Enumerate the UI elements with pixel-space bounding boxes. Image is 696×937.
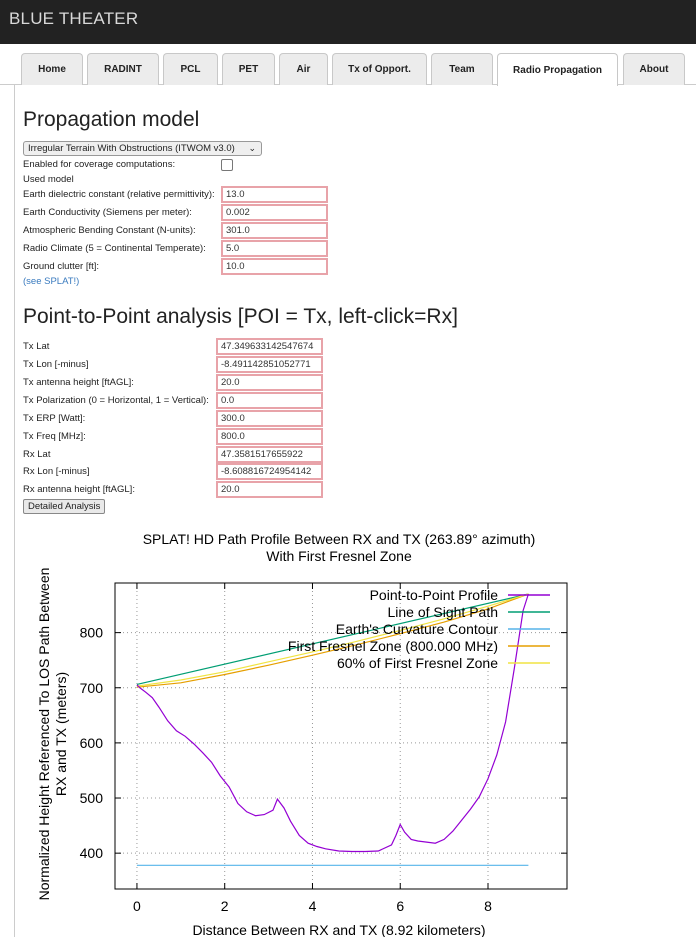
chart-lines [136,593,529,866]
y-tick-label: 800 [80,625,104,641]
rx-lon-input[interactable] [216,463,323,480]
tab-pcl[interactable]: PCL [163,53,218,85]
tab-radio-propagation[interactable]: Radio Propagation [497,53,618,86]
detailed-analysis-button[interactable]: Detailed Analysis [23,499,106,514]
series-line-1 [136,593,529,685]
y-tick-label: 700 [80,680,104,696]
x-tick-label: 8 [484,898,492,914]
bending-input[interactable] [221,222,328,239]
x-tick-label: 0 [133,898,141,914]
conductivity-input[interactable] [221,204,328,221]
rx-lat-label: Rx Lat [23,449,51,460]
chart-title: SPLAT! HD Path Profile Between RX and TX… [143,531,536,547]
y-tick-label: 400 [80,845,104,861]
legend-label: 60% of First Fresnel Zone [337,655,498,671]
used-model-label: Used model [23,174,74,185]
dielectric-label: Earth dielectric constant (relative perm… [23,189,215,200]
rx-lon-label: Rx Lon [-minus] [23,466,90,477]
conductivity-label: Earth Conductivity (Siemens per meter): [23,207,192,218]
series-line-3 [136,593,529,688]
tab-tx-of-opport[interactable]: Tx of Opport. [332,53,427,85]
coverage-label: Enabled for coverage computations: [23,159,176,170]
chart-grid [115,583,567,889]
tx-erp-input[interactable] [216,410,323,427]
y-axis-label-line1: Normalized Height Referenced To LOS Path… [36,568,52,901]
chart-ticks: 0 2 4 6 8 400 500 600 700 800 [80,583,567,914]
series-line-4 [136,593,529,687]
tx-freq-input[interactable] [216,428,323,445]
main-tab-bar: Home RADINT PCL PET Air Tx of Opport. Te… [0,44,696,86]
chevron-down-icon: ⌄ [248,143,256,153]
tx-polarization-input[interactable] [216,392,323,409]
ground-clutter-input[interactable] [221,258,328,275]
p2p-heading: Point-to-Point analysis [POI = Tx, left-… [23,305,458,328]
tab-air[interactable]: Air [279,53,328,85]
ground-clutter-label: Ground clutter [ft]: [23,261,100,272]
tx-height-label: Tx antenna height [ftAGL]: [23,377,134,388]
rx-lat-input[interactable] [216,446,323,463]
tx-freq-label: Tx Freq [MHz]: [23,431,86,442]
y-axis-label-line2: RX and TX (meters) [53,672,69,796]
app-title-bar: BLUE THEATER [0,0,696,44]
propagation-model-selected: Irregular Terrain With Obstructions (ITW… [28,143,235,154]
radio-climate-label: Radio Climate (5 = Continental Temperate… [23,243,206,254]
y-tick-label: 500 [80,790,104,806]
tab-about[interactable]: About [623,53,685,85]
x-tick-label: 6 [396,898,404,914]
radio-propagation-panel: Propagation model Irregular Terrain With… [14,85,696,937]
rx-height-label: Rx antenna height [ftAGL]: [23,484,135,495]
path-profile-chart: SPLAT! HD Path Profile Between RX and TX… [36,531,568,937]
rx-height-input[interactable] [216,481,323,498]
coverage-checkbox[interactable] [221,159,233,171]
propagation-model-select[interactable]: Irregular Terrain With Obstructions (ITW… [23,141,262,156]
propagation-model-heading: Propagation model [23,108,200,131]
tx-lat-input[interactable] [216,338,323,355]
bending-label: Atmospheric Bending Constant (N-units): [23,225,196,236]
x-axis-label: Distance Between RX and TX (8.92 kilomet… [192,922,485,937]
tab-pet[interactable]: PET [222,53,275,85]
app-title: BLUE THEATER [9,9,139,28]
tab-radint[interactable]: RADINT [87,53,159,85]
x-tick-label: 2 [221,898,229,914]
tab-home[interactable]: Home [21,53,83,85]
chart-subtitle: With First Fresnel Zone [266,548,412,564]
tx-polarization-label: Tx Polarization (0 = Horizontal, 1 = Ver… [23,395,209,406]
tx-height-input[interactable] [216,374,323,391]
tx-erp-label: Tx ERP [Watt]: [23,413,86,424]
dielectric-input[interactable] [221,186,328,203]
legend-label: Line of Sight Path [387,604,498,620]
legend-label: First Fresnel Zone (800.000 MHz) [288,638,498,654]
see-splat-link[interactable]: (see SPLAT!) [23,276,80,287]
y-tick-label: 600 [80,735,104,751]
tx-lon-label: Tx Lon [-minus] [23,359,89,370]
tab-team[interactable]: Team [431,53,493,85]
tx-lon-input[interactable] [216,356,323,373]
tx-lat-label: Tx Lat [23,341,50,352]
series-line-0 [136,593,529,853]
plot-frame [114,582,568,890]
radio-climate-input[interactable] [221,240,328,257]
legend-label: Point-to-Point Profile [370,587,499,603]
legend-label: Earth's Curvature Contour [336,621,499,637]
x-tick-label: 4 [309,898,317,914]
